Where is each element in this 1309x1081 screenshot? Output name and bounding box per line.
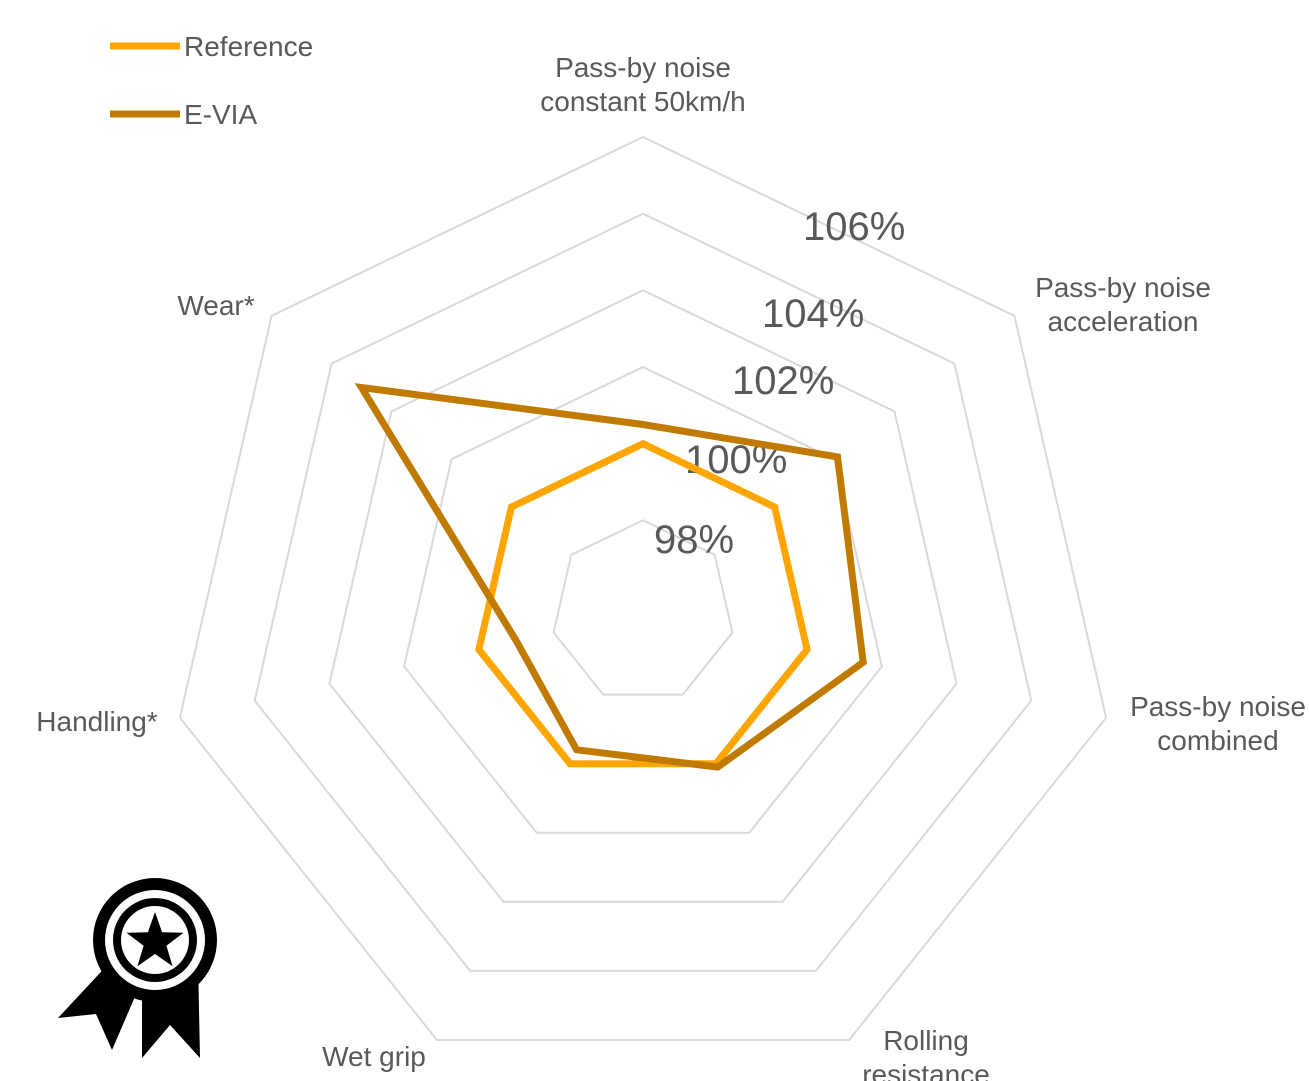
tick-label-106-percent: 106% (803, 205, 905, 249)
axis-labels: Pass-by noise constant 50km/h Pass-by nois… (36, 52, 1306, 1081)
award-ribbon-icon (58, 878, 217, 1058)
axis-label-4: Rolling resistance (862, 1025, 990, 1081)
axis-label-7: Wear* (177, 290, 254, 321)
grid-ring-4 (328, 289, 958, 903)
axis-label-3: Pass-by noise combined (1130, 691, 1306, 756)
axis-label-5: Wet grip (322, 1041, 426, 1072)
radar-grid (178, 135, 1108, 1041)
axis-label-2: Pass-by noise acceleration (1035, 272, 1211, 337)
tick-label-102-percent: 102% (732, 359, 834, 403)
legend-label-e-via: E-VIA (184, 99, 257, 130)
legend: Reference E-VIA (110, 31, 313, 130)
legend-label-reference: Reference (184, 31, 313, 62)
axis-label-1: Pass-by noise constant 50km/h (540, 52, 745, 117)
grid-ring-6 (178, 135, 1108, 1041)
radial-tick-labels: 98%100%102%104%106% (654, 205, 905, 562)
tick-label-98-percent: 98% (654, 518, 734, 562)
grid-ring-5 (253, 212, 1033, 972)
series-line-e-via (354, 383, 867, 771)
axis-label-6: Handling* (36, 706, 158, 737)
tick-label-104-percent: 104% (762, 292, 864, 336)
series-line-reference (475, 439, 811, 768)
series-lines (354, 383, 867, 771)
grid-ring-1 (552, 519, 734, 696)
